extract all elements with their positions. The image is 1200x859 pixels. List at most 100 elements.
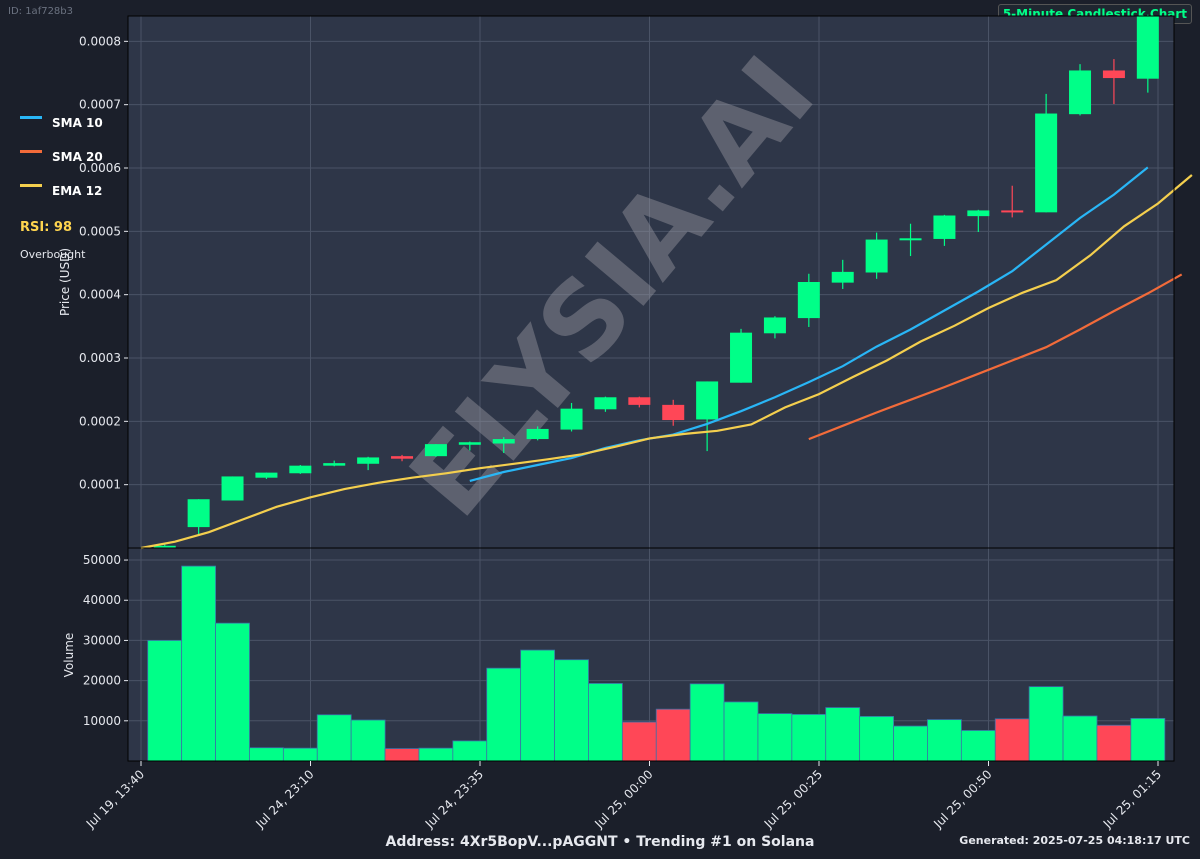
ema12-line	[140, 174, 1193, 550]
time-tick-label: Jul 24, 23:10	[252, 767, 316, 831]
legend-label-ema12: EMA 12	[52, 184, 103, 198]
candle-body	[560, 408, 583, 430]
volume-bar	[350, 719, 386, 762]
candle-body	[424, 444, 447, 457]
volume-tick-label: 20000	[83, 674, 121, 688]
volume-bar	[181, 565, 217, 762]
volume-bar	[554, 659, 589, 762]
volume-bar	[927, 719, 962, 762]
legend-item-ema12: EMA 12	[20, 174, 103, 208]
candle-body	[492, 439, 515, 444]
candle-body	[1001, 210, 1024, 213]
volume-bar	[655, 708, 691, 762]
candle-body	[458, 442, 481, 445]
candle-body	[763, 317, 786, 334]
candle-body	[289, 465, 312, 474]
candle-body	[187, 499, 210, 528]
volume-bar	[791, 713, 827, 762]
candle-body	[797, 282, 820, 319]
footer-generated-timestamp: Generated: 2025-07-25 04:18:17 UTC	[959, 834, 1190, 847]
candle-body	[730, 332, 753, 383]
time-tick-label: Jul 25, 00:00	[591, 767, 655, 831]
candle-body	[696, 381, 719, 420]
volume-bar	[282, 747, 318, 762]
volume-bar	[1028, 686, 1064, 762]
candle-body	[628, 397, 651, 405]
sma20-line	[808, 273, 1183, 441]
candle-body	[357, 457, 380, 464]
candle-body	[933, 215, 956, 239]
volume-bar	[1096, 724, 1132, 762]
price-tick-label: 0.0006	[79, 161, 121, 175]
volume-bar	[825, 707, 861, 762]
volume-bar	[621, 721, 657, 762]
volume-bar	[215, 622, 250, 762]
legend-label-sma10: SMA 10	[52, 116, 103, 130]
volume-bar	[893, 725, 928, 762]
price-axis-label: Price (USD)	[58, 248, 72, 316]
candle-body	[153, 545, 176, 548]
time-tick-label: Jul 24, 23:35	[422, 767, 486, 831]
candle-body	[899, 238, 922, 241]
legend-swatch-sma20	[20, 149, 42, 153]
candle-series	[153, 14, 1159, 548]
time-tick-label: Jul 25, 01:15	[1100, 767, 1164, 831]
candle-body	[526, 428, 549, 440]
rsi-status: Overbought	[20, 248, 86, 261]
volume-bar	[994, 718, 1030, 762]
price-tick-label: 0.0007	[79, 98, 121, 112]
volume-tick-label: 50000	[83, 553, 121, 567]
candle-body	[255, 472, 278, 478]
price-tick-label: 0.0001	[79, 478, 121, 492]
candle-body	[391, 456, 414, 459]
volume-bar	[384, 748, 420, 762]
legend-item-sma20: SMA 20	[20, 140, 103, 174]
candle-body	[221, 476, 244, 501]
volume-bar	[757, 713, 793, 762]
volume-bar	[689, 683, 725, 762]
volume-bar	[249, 747, 284, 762]
candle-body	[1035, 113, 1058, 213]
candle-body	[865, 239, 888, 273]
volume-bar	[452, 740, 488, 762]
chart-grid	[128, 16, 1174, 761]
volume-bar	[418, 747, 454, 762]
indicator-legend: SMA 10 SMA 20 EMA 12	[20, 106, 103, 208]
time-tick-label: Jul 25, 00:25	[761, 767, 825, 831]
volume-bar	[486, 667, 522, 762]
legend-label-sma20: SMA 20	[52, 150, 103, 164]
volume-panel-frame	[127, 547, 1175, 762]
volume-bar	[960, 730, 996, 762]
candle-body	[967, 210, 990, 217]
chart-id-label: ID: 1af728b3	[8, 6, 74, 17]
time-tick-label: Jul 19, 13:40	[83, 767, 147, 831]
indicator-lines	[140, 166, 1193, 550]
volume-tick-label: 40000	[83, 593, 121, 607]
price-tick-label: 0.0003	[79, 351, 121, 365]
candle-body	[323, 463, 346, 466]
footer-address: Address: 4Xr5BopV...pAGGNT • Trending #1…	[385, 834, 815, 850]
rsi-value: RSI: 98	[20, 220, 73, 235]
legend-swatch-sma10	[20, 115, 42, 119]
candle-body	[831, 271, 854, 283]
volume-axis-label: Volume	[62, 633, 76, 678]
legend-item-sma10: SMA 10	[20, 106, 103, 140]
price-tick-label: 0.0008	[79, 34, 121, 48]
volume-bar	[147, 640, 183, 762]
candle-body	[1102, 70, 1125, 79]
candle-body	[1136, 16, 1159, 79]
candle-body	[1069, 70, 1092, 115]
volume-bar	[859, 715, 895, 762]
volume-bar	[723, 701, 759, 762]
volume-tick-label: 10000	[83, 714, 121, 728]
price-tick-label: 0.0005	[79, 224, 121, 238]
volume-bar	[1062, 715, 1098, 762]
legend-swatch-ema12	[20, 183, 42, 187]
volume-bar	[588, 683, 623, 762]
price-tick-label: 0.0004	[79, 288, 121, 302]
volume-bar	[1130, 718, 1166, 762]
volume-bar	[316, 714, 352, 762]
volume-tick-label: 30000	[83, 633, 121, 647]
time-tick-label: Jul 25, 00:50	[930, 767, 994, 831]
